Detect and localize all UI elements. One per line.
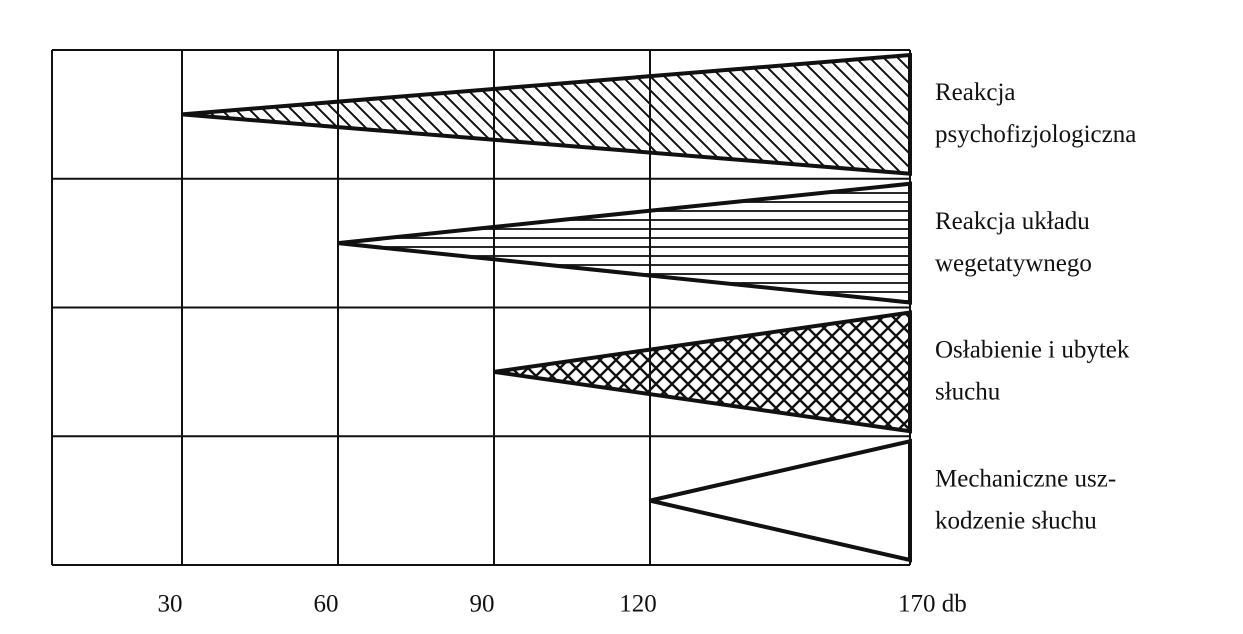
legend-label: Reakcja układu (935, 208, 1090, 235)
wedge (337, 181, 912, 305)
x-tick-label: 170 db (898, 591, 967, 618)
legend-label: słuchu (935, 379, 1001, 406)
legend-label: Osłabienie i ubytek (935, 337, 1130, 364)
x-tick-label: 30 (158, 591, 183, 618)
legend-label: Mechaniczne usz- (935, 465, 1116, 492)
x-tick-label: 60 (314, 591, 339, 618)
wedge (181, 52, 912, 176)
legend-label: Reakcja (935, 79, 1016, 106)
legend-label: psychofizjologiczna (935, 121, 1136, 148)
legend-label: wegetatywnego (935, 250, 1092, 277)
x-tick-label: 90 (470, 591, 495, 618)
legend-label: kodzenie słuchu (935, 507, 1097, 534)
wedge (493, 310, 912, 434)
x-tick-label: 120 (619, 591, 657, 618)
wedge (649, 438, 912, 563)
